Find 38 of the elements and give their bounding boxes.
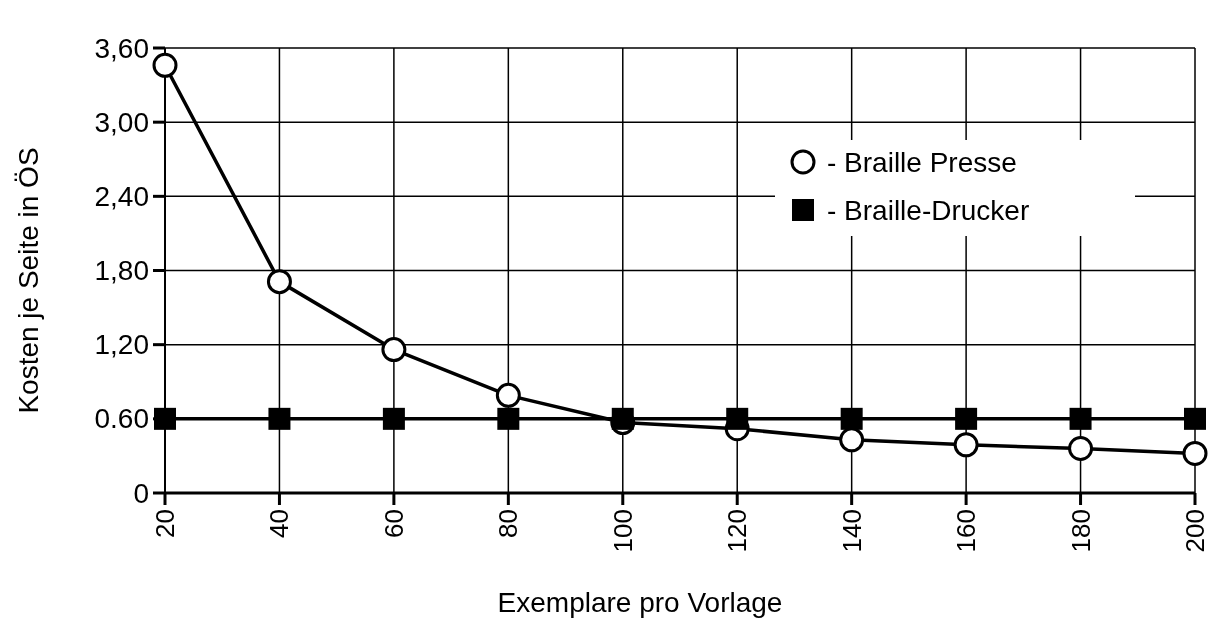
point (955, 407, 978, 430)
x-tick-label: 120 (722, 509, 753, 553)
point (1068, 436, 1094, 461)
point (840, 407, 863, 430)
legend-label: - Braille Presse (827, 146, 1017, 178)
y-tick-label: 0.60 (94, 403, 149, 435)
x-tick-label: 160 (951, 509, 982, 553)
x-tick-label: 20 (150, 509, 180, 538)
x-axis-title: Exemplare pro Vorlage (497, 587, 783, 618)
point (152, 52, 178, 78)
legend-label: - Braille-Drucker (827, 194, 1030, 226)
point (381, 337, 407, 363)
y-tick-label: 2,40 (94, 180, 149, 212)
point (497, 407, 520, 430)
y-tick-label: 3,00 (94, 106, 149, 138)
x-tick-label: 100 (607, 509, 638, 553)
x-tick-label: 180 (1065, 509, 1096, 553)
y-axis-title: Kosten je Seite in ÖS (13, 147, 44, 414)
point (1182, 440, 1208, 466)
point (382, 407, 405, 430)
y-tick-label: 0 (133, 477, 149, 509)
x-tick-label: 80 (493, 509, 524, 538)
y-tick-label: 1,20 (94, 329, 149, 361)
point (495, 382, 521, 408)
point (611, 407, 634, 430)
point (268, 407, 291, 430)
point (839, 427, 865, 453)
x-tick-label: 40 (264, 509, 295, 538)
y-tick-label: 1,80 (94, 255, 149, 286)
point (1184, 407, 1206, 430)
x-tick-label: 60 (378, 509, 409, 538)
x-tick-label: 200 (1180, 509, 1210, 553)
point (953, 432, 979, 458)
point (726, 407, 749, 430)
y-tick-label: 3,60 (94, 32, 149, 64)
point (1069, 407, 1092, 430)
point (266, 269, 292, 295)
x-tick-label: 140 (836, 509, 867, 553)
